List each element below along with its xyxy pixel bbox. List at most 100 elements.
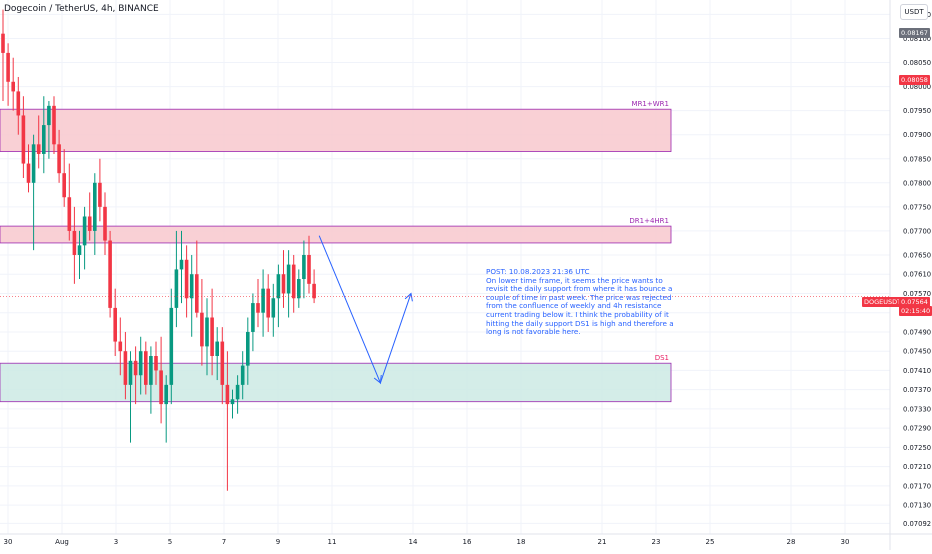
zone-dr1-4hr1 [0,226,671,243]
candle-down [195,274,199,312]
candle-down [226,385,230,404]
price-label-red: 0.08058 [899,75,930,85]
price-tick-label: 0.07450 [903,348,931,356]
candle-down [11,82,15,92]
post-annotation-line: On lower time frame, it seems the price … [486,277,674,337]
candle-up [205,318,209,347]
candle-down [134,361,138,375]
candle-up [297,279,301,298]
candle-up [241,366,245,385]
candle-up [246,332,250,366]
candle-down [266,289,270,318]
time-axis[interactable]: 30 Aug 3 5 7 9 11 14 16 18 21 23 25 28 30 [0,534,932,546]
candle-up [32,144,36,182]
chart-title: Dogecoin / TetherUS, 4h, BINANCE [4,4,159,14]
candle-down [27,164,31,183]
candle-up [190,274,194,298]
price-tick-label: 0.07092 [903,520,931,528]
candle-down [22,115,26,163]
candle-up [170,308,174,385]
candle-down [185,260,189,298]
projection-line [319,236,411,383]
candle-down [119,342,123,352]
candle-down [103,207,107,241]
time-tick-label: 16 [463,538,472,546]
price-tick-label: 0.07410 [903,367,931,375]
candle-up [277,274,281,298]
candle-down [307,255,311,284]
candle-up [42,125,46,154]
time-tick-label: 3 [114,538,118,546]
candle-down [108,241,112,308]
candle-up [261,289,265,313]
price-tick-label: 0.08050 [903,59,931,67]
candle-down [98,183,102,207]
price-tick-label: 0.07800 [903,179,931,187]
price-tick-label: 0.07370 [903,386,931,394]
candle-down [124,351,128,385]
candle-up [180,260,184,270]
candle-down [282,274,286,293]
price-tick-label: 0.07250 [903,444,931,452]
time-tick-label: 18 [517,538,526,546]
candle-down [292,265,296,299]
price-tick-label: 0.07130 [903,502,931,510]
candle-down [221,342,225,385]
time-tick-label: 30 [4,538,13,546]
candle-up [251,303,255,332]
candle-up [236,385,240,399]
candle-down [62,173,66,197]
candle-up [93,183,97,231]
candle-down [1,34,5,53]
time-tick-label: 7 [222,538,226,546]
candle-up [164,385,168,404]
time-tick-label: 11 [328,538,337,546]
candle-down [17,91,21,115]
candle-down [210,318,214,356]
symbol-label: DOGEUSDT [862,297,903,307]
time-tick-label: 9 [276,538,280,546]
zone-label: DS1 [655,354,669,362]
candle-down [159,370,163,404]
candle-up [272,298,276,317]
candle-up [139,351,143,375]
time-tick-label: Aug [55,538,69,546]
price-label-top: 0.08167 [899,28,930,38]
price-tick-label: 0.07750 [903,203,931,211]
candle-down [113,308,117,342]
candles-layer [1,10,316,491]
time-tick-label: 21 [598,538,607,546]
zone-mr1-wr1 [0,109,671,151]
price-tick-label: 0.07490 [903,328,931,336]
grid-lines [0,0,890,534]
candle-up [302,255,306,279]
time-tick-label: 14 [409,538,418,546]
candle-up [215,342,219,356]
price-tick-label: 0.07610 [903,271,931,279]
candle-down [88,216,92,230]
price-tick-label: 0.07700 [903,227,931,235]
candle-down [144,351,148,385]
candle-down [200,313,204,347]
time-tick-label: 30 [841,538,850,546]
price-tick-label: 0.07210 [903,463,931,471]
candle-up [78,245,82,255]
price-tick-label: 0.07330 [903,405,931,413]
candle-up [175,269,179,307]
candle-down [256,303,260,313]
zone-label: MR1+WR1 [632,100,669,108]
candle-up [83,216,87,245]
currency-unit-button[interactable]: USDT [900,4,928,20]
projection-layer [0,236,890,383]
price-tick-label: 0.07170 [903,482,931,490]
candle-down [154,356,158,370]
price-tick-label: 0.07290 [903,425,931,433]
candle-down [37,144,41,154]
post-annotation-text: POST: 10.08.2023 21:36 UTC On lower time … [486,268,674,337]
candle-up [47,106,51,125]
time-tick-label: 5 [168,538,172,546]
time-tick-label: 23 [652,538,661,546]
time-tick-label: 25 [706,538,715,546]
